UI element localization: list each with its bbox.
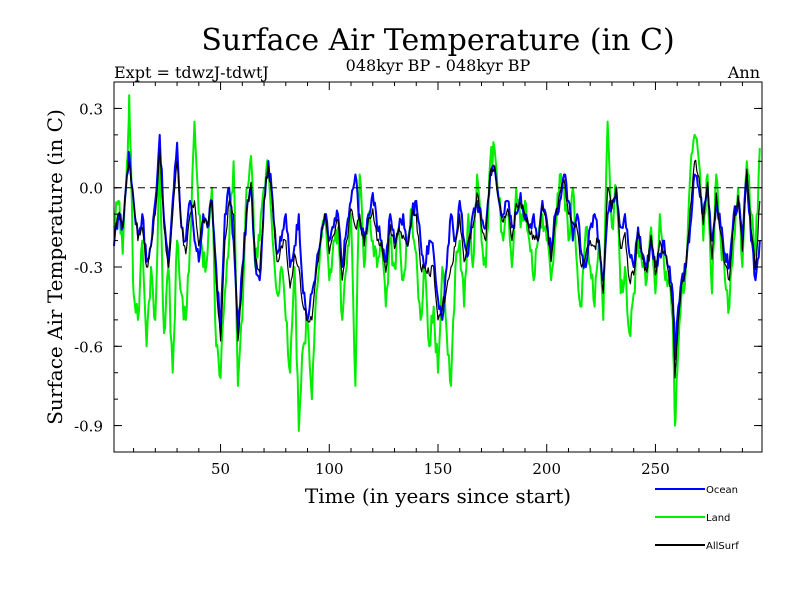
- period-label: Ann: [727, 63, 760, 82]
- x-tick-label: 200: [532, 460, 561, 478]
- series-line-ocean: [113, 133, 761, 361]
- legend: Ocean Land AllSurf: [655, 485, 739, 552]
- legend-label-ocean: Ocean: [706, 485, 738, 496]
- chart-title: Surface Air Temperature (in C): [201, 23, 674, 58]
- chart-subtitle: 048kyr BP - 048kyr BP: [346, 56, 531, 75]
- x-axis-label: Time (in years since start): [305, 484, 571, 508]
- x-tick-label: 150: [424, 460, 453, 478]
- x-tick-label: 50: [211, 460, 230, 478]
- y-tick-label: -0.6: [74, 338, 103, 356]
- x-axis-ticks: 50 100 150 200 250: [133, 82, 743, 478]
- y-axis-label: Surface Air Temperature (in C): [43, 109, 67, 425]
- y-tick-label: -0.3: [74, 259, 103, 277]
- series-line-land: [113, 94, 761, 432]
- x-tick-label: 100: [315, 460, 344, 478]
- series-lines: [113, 94, 761, 432]
- y-tick-label: 0.3: [79, 100, 103, 118]
- legend-label-allsurf: AllSurf: [706, 541, 739, 552]
- y-tick-label: 0.0: [79, 180, 103, 198]
- series-line-allsurf: [113, 147, 761, 379]
- legend-label-land: Land: [706, 513, 730, 524]
- experiment-label: Expt = tdwzJ-tdwtJ: [114, 63, 269, 82]
- y-axis-ticks: 0.3 0.0 -0.3 -0.6 -0.9: [74, 100, 762, 436]
- y-tick-label: -0.9: [74, 418, 103, 436]
- x-tick-label: 250: [641, 460, 670, 478]
